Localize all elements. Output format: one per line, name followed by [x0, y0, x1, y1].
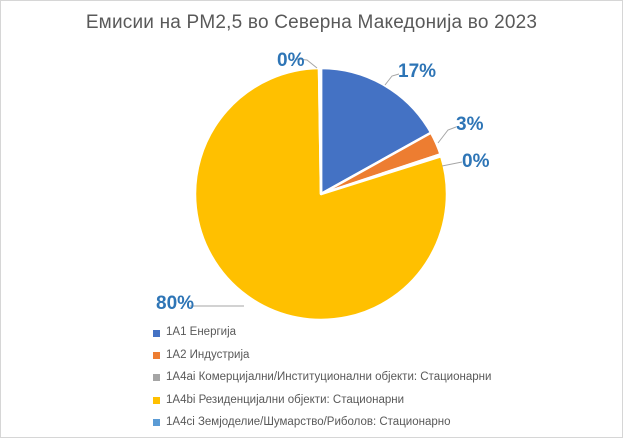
legend-item-residential[interactable]: 1A4bi Резиденцијални објекти: Стационарн…: [153, 389, 491, 411]
legend-item-commercial[interactable]: 1A4ai Комерцијални/Институционални објек…: [153, 367, 491, 389]
legend-marker-icon: [153, 374, 160, 382]
pie-slices-group: [193, 66, 449, 322]
pct-label-residential: 80%: [156, 293, 195, 314]
leader-line-commercial: [441, 161, 463, 167]
legend-marker-icon: [153, 329, 160, 337]
leader-line-industry: [437, 126, 457, 144]
pct-label-industry: 3%: [456, 114, 484, 135]
legend-item-energy[interactable]: 1A1 Енергија: [153, 322, 491, 344]
legend-item-label: 1A2 Индустрија: [166, 348, 250, 361]
legend-item-label: 1A4ci Земјоделие/Шумарство/Риболов: Стац…: [166, 416, 451, 428]
leader-line-energy: [384, 73, 400, 86]
legend: 1A1 Енергија 1A2 Индустрија 1A4ai Комерц…: [153, 322, 491, 434]
legend-item-label: 1A1 Енергија: [166, 326, 237, 339]
legend-item-agriculture[interactable]: 1A4ci Земјоделие/Шумарство/Риболов: Стац…: [153, 412, 491, 434]
pct-label-commercial: 0%: [462, 151, 490, 172]
leader-line-1a4ci: [296, 58, 318, 69]
legend-item-industry[interactable]: 1A2 Индустрија: [153, 344, 491, 366]
pct-label-energy: 17%: [398, 61, 437, 82]
legend-item-label: 1A4bi Резиденцијални објекти: Стационарн…: [166, 393, 405, 406]
legend-marker-icon: [153, 419, 160, 427]
legend-item-label: 1A4ai Комерцијални/Институционални објек…: [166, 371, 492, 384]
chart-title: Емисии на PM2,5 во Северна Македонија во…: [85, 12, 538, 33]
pct-label-agriculture: 0%: [277, 50, 305, 71]
legend-marker-icon: [153, 352, 160, 360]
pie-slice-4[interactable]: [317, 66, 323, 196]
legend-marker-icon: [153, 396, 160, 404]
pie-slice-0[interactable]: [319, 66, 433, 196]
